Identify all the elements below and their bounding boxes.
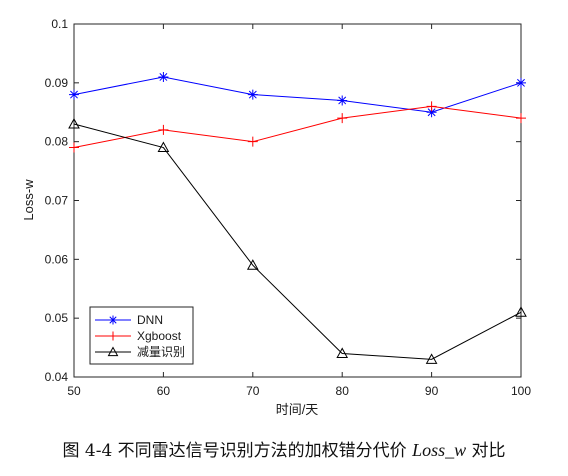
legend-label-1: Xgboost	[137, 329, 182, 343]
caption-suffix: 对比	[466, 441, 506, 461]
data-point-2-2	[246, 259, 259, 270]
x-tick-label: 100	[511, 384, 531, 398]
y-tick-label: 0.08	[45, 135, 69, 149]
y-axis-title: Loss-w	[21, 179, 36, 221]
data-point-2-3	[336, 347, 349, 358]
data-point-1-3	[337, 113, 348, 124]
x-tick-label: 90	[425, 384, 439, 398]
x-tick-label: 80	[336, 384, 350, 398]
data-point-2-1	[157, 141, 170, 153]
data-point-1-2	[247, 136, 258, 147]
y-tick-label: 0.09	[45, 76, 69, 90]
series-line-1	[73, 105, 522, 149]
x-axis-title: 时间/天	[276, 402, 319, 417]
data-point-1-0	[69, 142, 79, 153]
data-point-1-1	[158, 124, 169, 135]
data-point-0-2	[247, 89, 258, 100]
data-point-0-1	[158, 71, 169, 82]
legend-items: DNN Xgboost 减量识别	[95, 313, 185, 359]
caption-prefix: 图 4-4 不同雷达信号识别方法的加权错分代价	[62, 441, 413, 461]
y-tick-label: 0.1	[51, 17, 68, 31]
legend-label-2: 减量识别	[137, 345, 185, 359]
x-tick-label: 60	[157, 384, 171, 398]
data-point-0-5	[516, 77, 526, 88]
y-tick-label: 0.04	[45, 370, 69, 384]
legend-box	[89, 306, 194, 365]
x-tick-label: 50	[67, 384, 81, 398]
axis-ticks: 50 60 70 80 90 100 0.04 0.05 0.06 0.07 0.08 0.09 0.1	[45, 17, 532, 398]
data-point-0-3	[337, 95, 348, 106]
data-point-2-5	[515, 306, 527, 317]
caption-metric: Loss_w	[412, 440, 467, 460]
series-line-2	[73, 123, 522, 360]
legend-marker-2	[107, 346, 119, 357]
y-tick-label: 0.06	[45, 252, 69, 266]
legend-label-0: DNN	[137, 313, 163, 327]
series-line-0	[73, 76, 522, 113]
data-point-0-0	[69, 89, 79, 100]
y-tick-label: 0.07	[45, 194, 69, 208]
y-tick-label: 0.05	[45, 311, 69, 325]
legend: DNN Xgboost 减量识别	[89, 306, 194, 365]
legend-marker-1	[108, 331, 118, 341]
data-point-1-4	[426, 101, 437, 112]
data-point-2-4	[425, 353, 438, 364]
data-point-1-5	[516, 113, 526, 124]
series-layer	[68, 71, 527, 364]
legend-marker-0	[108, 315, 118, 325]
x-tick-label: 70	[246, 384, 260, 398]
data-point-0-4	[426, 107, 437, 118]
figure-caption: 图 4-4 不同雷达信号识别方法的加权错分代价 Loss_w 对比	[0, 436, 568, 461]
data-point-2-0	[68, 117, 80, 129]
